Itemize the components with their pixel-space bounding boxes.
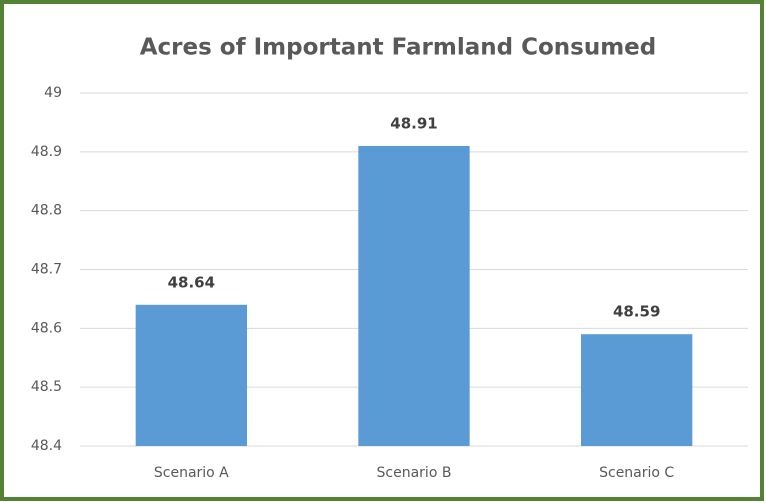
bar — [581, 334, 693, 446]
y-tick-label: 49 — [44, 85, 62, 101]
y-tick-label: 48.7 — [31, 262, 62, 278]
y-tick-label: 48.9 — [31, 144, 62, 160]
x-tick-label: Scenario B — [377, 465, 452, 481]
chart-title: Acres of Important Farmland Consumed — [140, 35, 657, 61]
y-tick-label: 48.5 — [31, 379, 62, 395]
x-tick-label: Scenario A — [154, 465, 229, 481]
bar — [135, 304, 247, 446]
data-label: 48.59 — [613, 303, 660, 321]
y-tick-label: 48.8 — [31, 203, 62, 219]
y-tick-label: 48.6 — [31, 320, 62, 336]
y-tick-label: 48.4 — [31, 438, 62, 454]
x-tick-label: Scenario C — [599, 465, 674, 481]
bar — [358, 145, 470, 446]
data-label: 48.64 — [168, 273, 215, 291]
data-label: 48.91 — [390, 114, 437, 132]
